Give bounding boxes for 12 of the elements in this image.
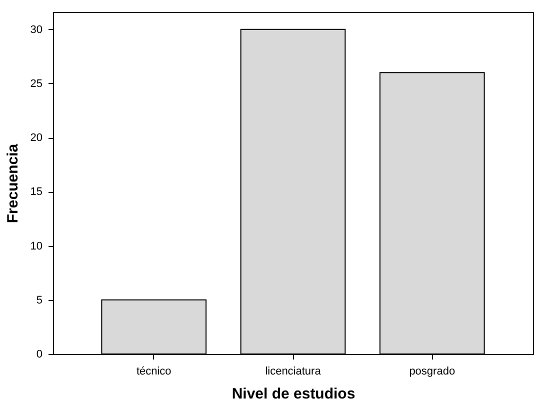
x-axis-title: Nivel de estudios [232, 386, 356, 402]
y-tick-label: 15 [30, 186, 42, 198]
y-tick-label: 0 [36, 348, 42, 360]
x-tick-label: posgrado [409, 366, 456, 378]
x-tick-label: técnico [136, 366, 172, 378]
y-axis-title: Frecuencia [4, 143, 22, 224]
y-tick-label: 20 [30, 132, 42, 144]
y-tick-label: 10 [30, 240, 42, 252]
y-tick-label: 30 [30, 24, 42, 36]
y-tick-label: 5 [36, 294, 42, 306]
x-tick-label: licenciatura [265, 366, 322, 378]
y-tick-label: 25 [30, 78, 42, 90]
